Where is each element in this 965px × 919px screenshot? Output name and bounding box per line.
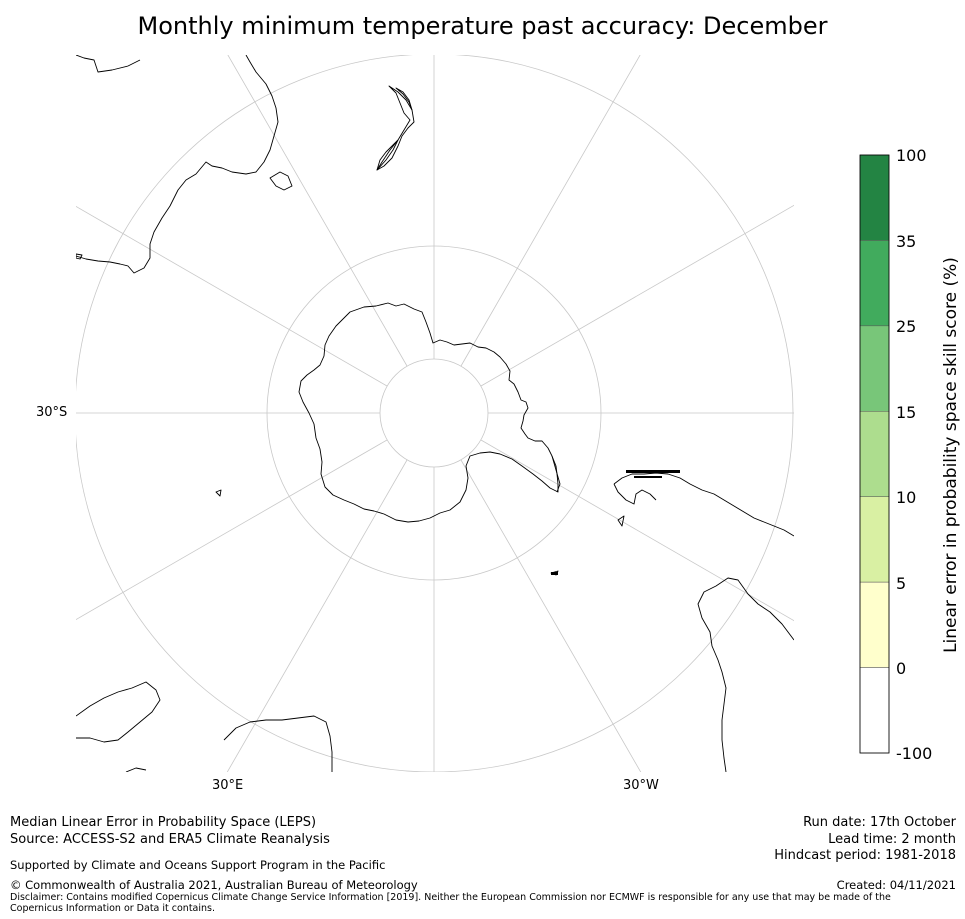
hindcast-period: Hindcast period: 1981-2018 [774,848,956,863]
map-title: Monthly minimum temperature past accurac… [137,12,828,40]
new-zealand-south-island [395,87,413,111]
colorbar-segment-0 [859,154,890,241]
run-date: Run date: 17th October [803,815,956,830]
kerguelen-island [215,489,222,497]
graticule [76,55,794,772]
lead-time: Lead time: 2 month [828,832,956,847]
colorbar [859,154,890,754]
footer-source: Source: ACCESS-S2 and ERA5 Climate Reana… [10,832,330,847]
australia-coastline [76,55,279,274]
antarctica-coastline [298,302,559,523]
south-america-patagonia [613,483,657,505]
colorbar-tick-0: 0 [896,659,907,678]
meridian-lines [76,55,794,772]
colorbar-tick-100: 100 [896,146,927,165]
coastline-fragments [551,470,680,575]
colorbar-segment-5 [859,581,890,668]
label-30e: 30°E [212,778,244,793]
colorbar-segment-4 [859,496,890,583]
colorbar-tick-25: 25 [896,317,917,336]
created-date: Created: 04/11/2021 [836,878,956,892]
australia-north-fragment [76,55,141,73]
colorbar-tick-10: 10 [896,488,917,507]
colorbar-title: Linear error in probability space skill … [941,257,961,653]
colorbar-tick-35: 35 [896,232,917,251]
label-30w: 30°W [623,778,659,793]
south-america-west-coast [697,577,794,772]
label-30s: 30°S [36,405,68,420]
island-west [76,253,83,260]
footer-disclaimer: Disclaimer: Contains modified Copernicus… [10,892,891,914]
tasmania [269,171,293,191]
falkland-islands [617,515,625,527]
colorbar-segment-3 [859,411,890,497]
colorbar-tick-5: 5 [896,574,907,593]
footer-copyright: © Commonwealth of Australia 2021, Austra… [10,878,418,892]
colorbar-tick-minus100: -100 [896,744,933,763]
peninsula-tip [551,455,561,493]
colorbar-segment-2 [859,325,890,412]
madagascar-fragment [125,767,147,772]
colorbar-tick-15: 15 [896,403,917,422]
footer-leps: Median Linear Error in Probability Space… [10,815,317,830]
colorbar-segment-6 [859,667,890,754]
south-america-coastline [613,472,794,537]
africa-south-tip [223,715,333,772]
new-zealand-north-island [376,85,415,171]
colorbar-segment-1 [859,240,890,327]
footer-support: Supported by Climate and Oceans Support … [10,858,386,872]
latitude-circle-80s [379,358,489,468]
africa-coastline [76,681,161,743]
new-zealand-south-island-west [376,139,399,171]
